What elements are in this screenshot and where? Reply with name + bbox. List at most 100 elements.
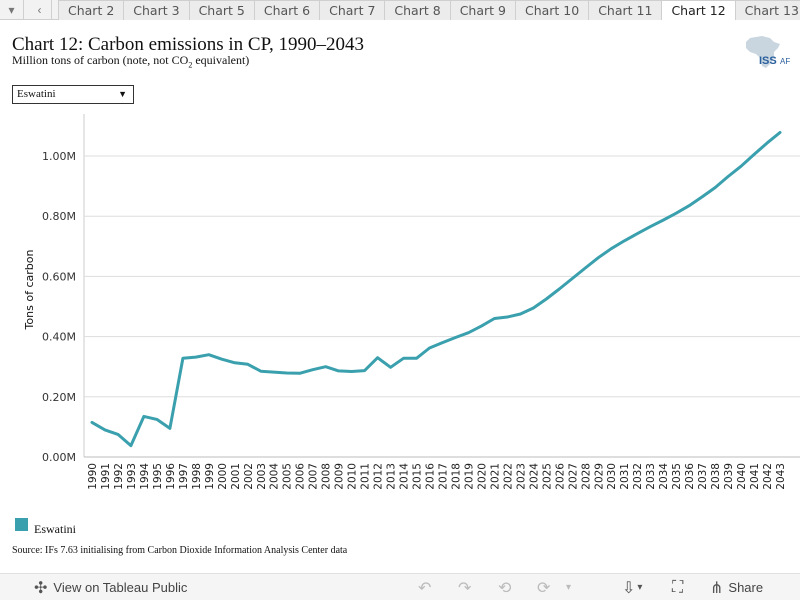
tab-chart-8[interactable]: Chart 8 xyxy=(384,0,451,20)
x-tick-label: 2040 xyxy=(736,463,748,490)
subtitle-suffix: equivalent) xyxy=(192,53,250,67)
data-point[interactable] xyxy=(127,442,135,450)
data-point[interactable] xyxy=(477,322,485,330)
tab-chart-13[interactable]: Chart 13 xyxy=(734,0,800,20)
data-point[interactable] xyxy=(205,351,213,359)
x-tick-label: 2029 xyxy=(593,463,605,490)
tab-chart-7[interactable]: Chart 7 xyxy=(319,0,386,20)
pause-menu-button[interactable]: ▾ xyxy=(566,574,571,600)
data-point[interactable] xyxy=(672,209,680,217)
data-point[interactable] xyxy=(503,313,511,321)
data-point[interactable] xyxy=(438,339,446,347)
data-point[interactable] xyxy=(750,150,758,158)
data-point[interactable] xyxy=(296,369,304,377)
data-point[interactable] xyxy=(283,369,291,377)
data-point[interactable] xyxy=(464,329,472,337)
africa-map-icon: ISS AF xyxy=(746,36,790,68)
data-point[interactable] xyxy=(620,237,628,245)
tab-scroll-left-button[interactable]: ‹ xyxy=(28,0,52,20)
data-point[interactable] xyxy=(166,424,174,432)
data-point[interactable] xyxy=(114,430,122,438)
data-point[interactable] xyxy=(646,223,654,231)
data-point[interactable] xyxy=(101,426,109,434)
data-point[interactable] xyxy=(607,245,615,253)
data-point[interactable] xyxy=(361,367,369,375)
series-line-eswatini[interactable] xyxy=(90,131,782,448)
country-filter-dropdown[interactable]: Eswatini ▼ xyxy=(12,85,134,104)
x-tick-label: 2013 xyxy=(386,463,398,490)
revert-button[interactable]: ⟲ xyxy=(498,574,511,600)
refresh-button[interactable]: ⟳ xyxy=(537,574,550,600)
tab-chart-12[interactable]: Chart 12 xyxy=(661,0,736,20)
x-tick-label: 2034 xyxy=(658,463,670,490)
legend-swatch[interactable] xyxy=(15,518,28,531)
data-point[interactable] xyxy=(542,295,550,303)
x-tick-label: 2041 xyxy=(749,463,761,490)
data-point[interactable] xyxy=(490,315,498,323)
data-point[interactable] xyxy=(348,368,356,376)
x-tick-label: 2032 xyxy=(632,463,644,490)
data-point[interactable] xyxy=(192,353,200,361)
data-point[interactable] xyxy=(659,216,667,224)
data-point[interactable] xyxy=(529,304,537,312)
x-tick-label: 2002 xyxy=(243,463,255,490)
data-point[interactable] xyxy=(581,264,589,272)
undo-button[interactable]: ↶ xyxy=(418,574,431,600)
tab-chart-10[interactable]: Chart 10 xyxy=(514,0,590,20)
x-tick-label: 2022 xyxy=(502,463,514,490)
data-point[interactable] xyxy=(698,193,706,201)
y-tick-label: 0.60M xyxy=(42,270,76,283)
chevron-left-icon: ‹ xyxy=(37,3,42,17)
data-point[interactable] xyxy=(413,354,421,362)
data-point[interactable] xyxy=(711,184,719,192)
data-point[interactable] xyxy=(685,202,693,210)
data-point[interactable] xyxy=(218,355,226,363)
data-point[interactable] xyxy=(555,285,563,293)
tab-chart-5[interactable]: Chart 5 xyxy=(188,0,255,20)
fullscreen-button[interactable]: ⛶ xyxy=(672,574,683,600)
x-tick-label: 1995 xyxy=(152,463,164,490)
logo-suffix: AF xyxy=(780,57,790,66)
download-button[interactable]: ⇩ ▾ xyxy=(622,574,642,600)
tab-chart-6[interactable]: Chart 6 xyxy=(253,0,321,20)
data-point[interactable] xyxy=(763,139,771,147)
source-note: Source: IFs 7.63 initialising from Carbo… xyxy=(12,545,348,556)
data-point[interactable] xyxy=(387,363,395,371)
data-point[interactable] xyxy=(153,415,161,423)
dropdown-selected-value: Eswatini xyxy=(17,88,56,100)
x-tick-label: 1991 xyxy=(100,463,112,490)
redo-button[interactable]: ↷ xyxy=(458,574,471,600)
data-point[interactable] xyxy=(140,412,148,420)
tab-chart-2[interactable]: Chart 2 xyxy=(58,0,125,20)
data-point[interactable] xyxy=(309,366,317,374)
x-tick-label: 2010 xyxy=(347,463,359,490)
data-point[interactable] xyxy=(776,129,784,137)
data-point[interactable] xyxy=(374,354,382,362)
data-point[interactable] xyxy=(179,354,187,362)
data-point[interactable] xyxy=(257,367,265,375)
tab-chart-3[interactable]: Chart 3 xyxy=(123,0,190,20)
data-point[interactable] xyxy=(594,254,602,262)
data-point[interactable] xyxy=(270,368,278,376)
share-button[interactable]: ⋔ Share xyxy=(710,574,763,600)
tab-scroll-menu-button[interactable]: ▾ xyxy=(0,0,24,20)
data-point[interactable] xyxy=(88,418,96,426)
legend-label-eswatini[interactable]: Eswatini xyxy=(34,522,76,536)
data-point[interactable] xyxy=(400,354,408,362)
data-point[interactable] xyxy=(244,360,252,368)
view-on-tableau-link[interactable]: ✣ View on Tableau Public xyxy=(34,574,187,600)
tab-chart-11[interactable]: Chart 11 xyxy=(588,0,663,20)
data-point[interactable] xyxy=(335,367,343,375)
data-point[interactable] xyxy=(737,162,745,170)
data-point[interactable] xyxy=(516,310,524,318)
data-point[interactable] xyxy=(426,344,434,352)
data-point[interactable] xyxy=(231,359,239,367)
data-point[interactable] xyxy=(724,172,732,180)
data-point[interactable] xyxy=(322,363,330,371)
x-tick-label: 2016 xyxy=(425,463,437,490)
x-tick-label: 2027 xyxy=(567,463,579,490)
data-point[interactable] xyxy=(568,275,576,283)
tab-chart-9[interactable]: Chart 9 xyxy=(449,0,516,20)
data-point[interactable] xyxy=(451,334,459,342)
data-point[interactable] xyxy=(633,230,641,238)
